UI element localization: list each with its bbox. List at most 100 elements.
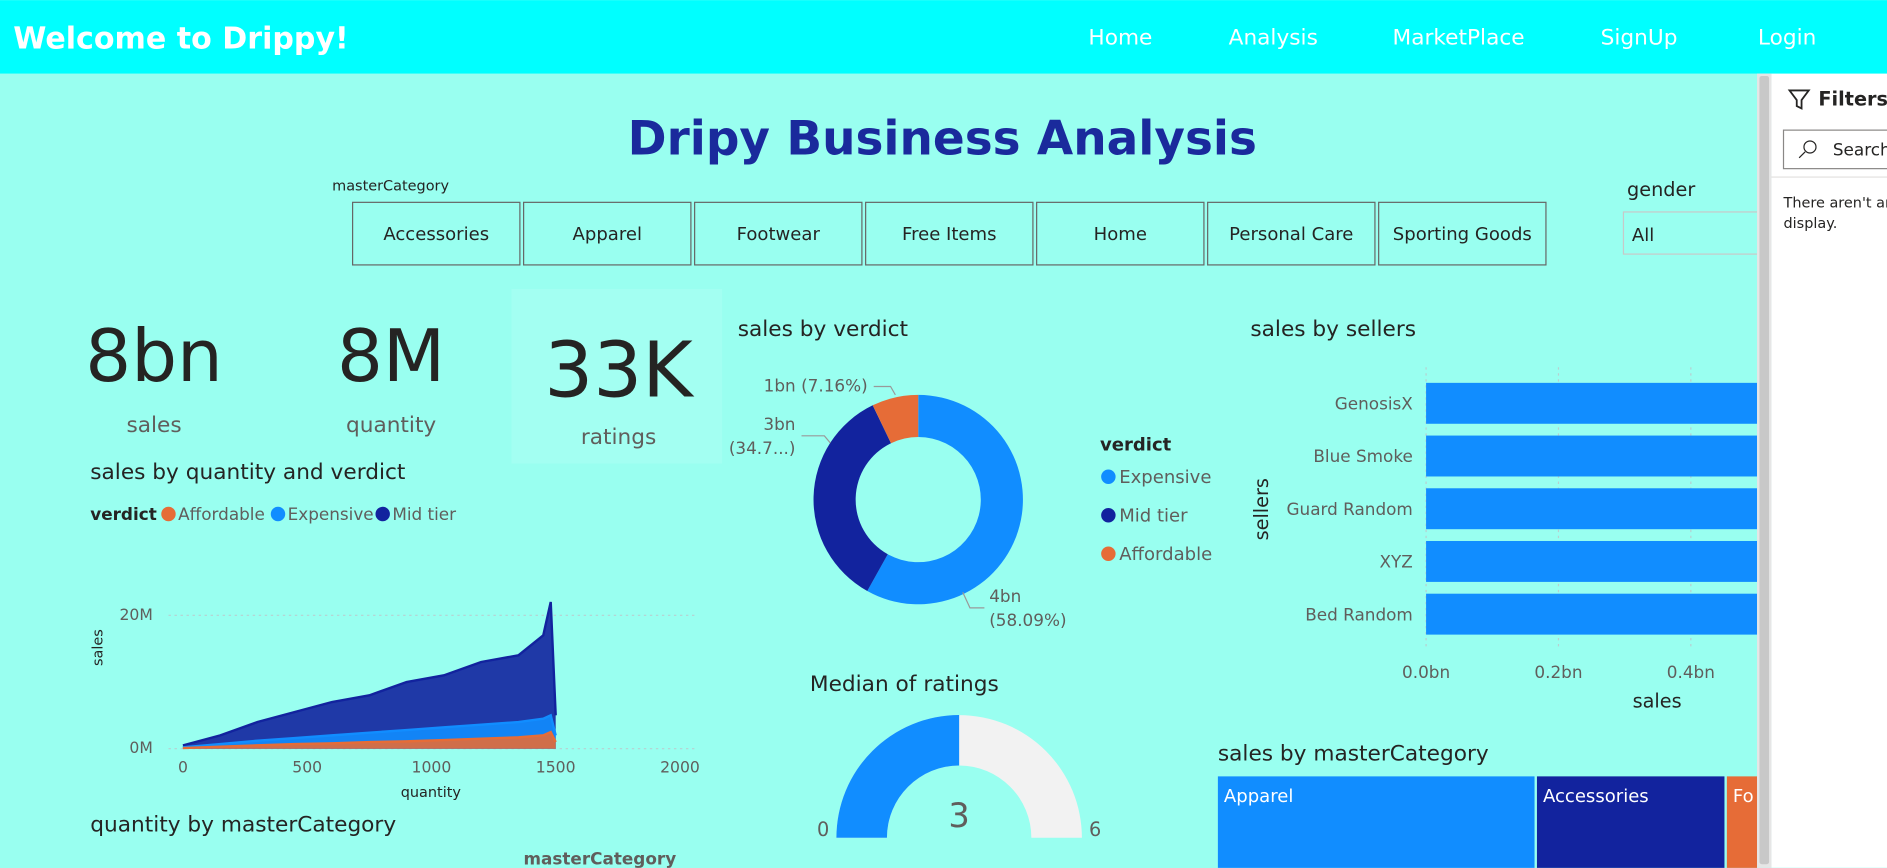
legend-title: verdict [90, 504, 157, 524]
data-label: (58.09%) [989, 610, 1066, 630]
data-label: 4bn [989, 586, 1021, 606]
kpi-card-bg [511, 288, 723, 464]
legend-marker [375, 506, 390, 522]
filter-pane: Filters Search There aren't any display. [1771, 73, 1887, 868]
x-tick-label: 0.4bn [1667, 662, 1715, 682]
bar [1426, 382, 1758, 424]
area-fill [182, 601, 556, 749]
kpi-value: 8bn [85, 315, 223, 399]
slicer-button[interactable] [352, 201, 521, 266]
gauge-min: 0 [817, 818, 829, 841]
slicer-button[interactable] [1036, 201, 1205, 266]
empty-message: display. [1784, 216, 1838, 232]
search-placeholder[interactable]: Search [1833, 140, 1887, 160]
search-box[interactable] [1782, 129, 1887, 170]
series-line [182, 730, 557, 750]
legend-marker [1101, 469, 1116, 484]
filter-pane-bg [1771, 73, 1887, 868]
legend-title: verdict [1100, 434, 1172, 455]
area-fill [182, 732, 556, 749]
slicer-option[interactable]: Sporting Goods [1393, 224, 1532, 245]
y-tick-label: 0M [129, 738, 152, 757]
y-tick-label: XYZ [1379, 552, 1412, 572]
nav-bar [0, 0, 1887, 74]
treemap-tile [1726, 776, 1758, 868]
kpi-label: sales [126, 413, 181, 438]
bar [1426, 540, 1758, 582]
legend-marker [270, 506, 286, 522]
series-line [182, 713, 557, 749]
brand: Welcome to Drippy! [13, 21, 349, 56]
x-tick-label: 500 [292, 757, 322, 776]
filters-title: Filters [1818, 88, 1887, 111]
slicer-option[interactable]: Home [1094, 224, 1147, 245]
y-tick-label: 20M [119, 605, 152, 624]
chart-title: sales by masterCategory [1218, 742, 1489, 767]
legend-label: Expensive [288, 504, 374, 524]
x-axis-label: quantity [401, 785, 462, 801]
chart-title: sales by quantity and verdict [90, 460, 405, 485]
search-icon [1798, 151, 1806, 159]
leader-line [873, 385, 896, 396]
report-area: Dripy Business Analysis masterCategory Acc… [85, 112, 1767, 868]
legend-title: masterCategory [523, 848, 676, 868]
data-label: 3bn [763, 414, 795, 434]
legend-marker [161, 506, 176, 522]
slicer-option[interactable]: Personal Care [1229, 224, 1353, 245]
nav-link[interactable]: MarketPlace [1393, 26, 1525, 51]
gauge-value: 3 [948, 796, 969, 835]
x-tick-label: 0.2bn [1534, 662, 1582, 682]
y-axis-label: sales [91, 629, 107, 666]
bar [1426, 488, 1758, 530]
data-label: (34.7...) [729, 438, 796, 458]
legend-marker [1101, 508, 1116, 523]
legend-label: Mid tier [392, 504, 456, 524]
legend-label: Mid tier [1119, 505, 1188, 526]
data-label: 1bn (7.16%) [764, 375, 868, 395]
slicer-button[interactable] [523, 201, 692, 266]
empty-message: There aren't any [1783, 196, 1887, 212]
treemap-tile [1217, 776, 1535, 868]
kpi-value: 8M [337, 315, 445, 399]
slicer-option[interactable]: Accessories [383, 224, 489, 245]
legend-label: Affordable [178, 504, 265, 524]
y-tick-label: Blue Smoke [1313, 446, 1412, 466]
search-icon [1803, 140, 1817, 154]
kpi-label: ratings [581, 425, 656, 450]
x-tick-label: 0.0bn [1402, 662, 1450, 682]
gauge-max: 6 [1089, 818, 1101, 841]
slicer-label: gender [1627, 178, 1695, 201]
slicer-button[interactable] [694, 201, 863, 266]
x-tick-label: 0 [178, 757, 188, 776]
slicer-button[interactable] [1207, 201, 1376, 266]
x-tick-label: 2000 [660, 757, 700, 776]
y-tick-label: Guard Random [1286, 499, 1412, 519]
y-tick-label: GenosisX [1335, 394, 1413, 414]
slicer-option[interactable]: Apparel [573, 224, 642, 245]
nav-link[interactable]: Home [1088, 26, 1152, 51]
nav-link[interactable]: Login [1758, 26, 1816, 51]
chart-title: sales by verdict [738, 317, 908, 342]
x-axis-label: sales [1633, 689, 1682, 712]
bar [1426, 593, 1758, 635]
dropdown-value[interactable]: All [1632, 225, 1654, 246]
dropdown[interactable] [1622, 211, 1767, 255]
y-tick-label: Bed Random [1305, 604, 1413, 624]
series-line [182, 601, 557, 747]
slicer-button[interactable] [1378, 201, 1547, 266]
nav-link[interactable]: Analysis [1229, 26, 1318, 51]
nav-link[interactable]: SignUp [1601, 26, 1678, 51]
report-title: Dripy Business Analysis [628, 112, 1257, 167]
chart-title: sales by sellers [1250, 317, 1416, 342]
leader-line [801, 435, 831, 444]
slicer-option[interactable]: Free Items [902, 224, 997, 245]
scrollbar-thumb[interactable] [1759, 75, 1770, 865]
slicer-button[interactable] [865, 201, 1034, 266]
donut-slice [872, 394, 919, 444]
chart-title: Median of ratings [810, 672, 999, 697]
slicer-option[interactable]: Footwear [737, 224, 821, 245]
legend-label: Affordable [1119, 544, 1212, 565]
tile-label: Accessories [1543, 786, 1649, 807]
filter-icon [1787, 89, 1811, 110]
